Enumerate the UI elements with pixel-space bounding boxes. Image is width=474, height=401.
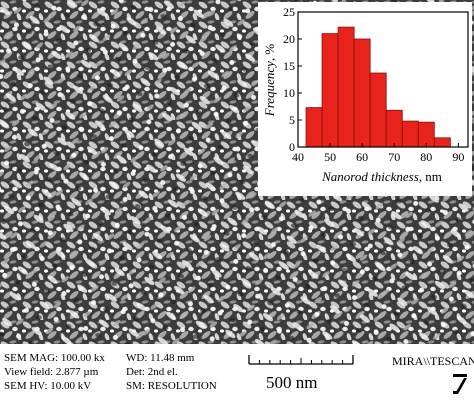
sem-info-bar: [0, 344, 474, 401]
y-tick-label: 5: [289, 113, 295, 127]
scale-bar: [248, 355, 354, 365]
x-axis-label: Nanorod thickness, nm: [321, 169, 442, 184]
detector-text: Det: 2nd el.: [126, 366, 178, 378]
y-tick-label: 10: [283, 86, 295, 100]
histogram-bar: [321, 33, 339, 148]
y-tick-label: 25: [283, 5, 295, 19]
y-tick-label: 0: [289, 140, 295, 154]
histogram-bar: [353, 38, 371, 148]
histogram-bar: [369, 72, 387, 148]
sem-hv-text: SEM HV: 10.00 kV: [4, 380, 92, 392]
histogram-bar: [385, 109, 403, 148]
scan-mode-text: SM: RESOLUTION: [126, 380, 217, 392]
sem-mag-text: SEM MAG: 100.00 kx: [4, 352, 105, 364]
plot-frame: [297, 11, 469, 148]
y-tick-label: 20: [283, 32, 295, 46]
scale-bar-label: 500 nm: [266, 373, 318, 392]
x-tick-label: 90: [452, 150, 464, 164]
x-tick-label: 80: [420, 150, 432, 164]
x-tick-label: 70: [388, 150, 400, 164]
view-field-text: View field: 2.877 µm: [4, 366, 99, 378]
histogram-bar: [401, 120, 419, 148]
wd-text: WD: 11.48 mm: [126, 352, 195, 364]
histogram-bar: [337, 26, 355, 148]
brand-label: MIRA\\TESCAN: [392, 354, 474, 368]
histogram-inset: 40 50 60 70 80 90 0 5 10 15 20 25 Nanorod thickness…: [258, 2, 472, 196]
tescan-logo-icon: [453, 374, 467, 394]
histogram-chart: 40 50 60 70 80 90 0 5 10 15 20 25 Nanorod thickness…: [258, 2, 472, 196]
x-tick-label: 60: [356, 150, 368, 164]
histogram-bar: [433, 137, 451, 148]
y-axis-label: Frequency, %: [262, 44, 277, 118]
x-tick-label: 50: [324, 150, 336, 164]
histogram-bar: [305, 107, 323, 148]
x-tick-label: 40: [292, 150, 304, 164]
y-tick-label: 15: [283, 59, 295, 73]
